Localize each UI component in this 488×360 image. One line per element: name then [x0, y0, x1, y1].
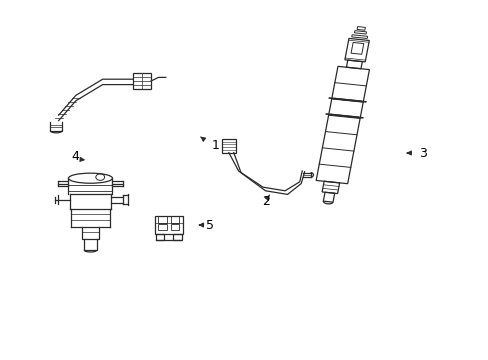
- Text: 4: 4: [72, 150, 80, 163]
- Text: 1: 1: [211, 139, 219, 152]
- Text: 3: 3: [418, 147, 426, 159]
- Text: 5: 5: [206, 219, 214, 231]
- Text: 2: 2: [262, 195, 270, 208]
